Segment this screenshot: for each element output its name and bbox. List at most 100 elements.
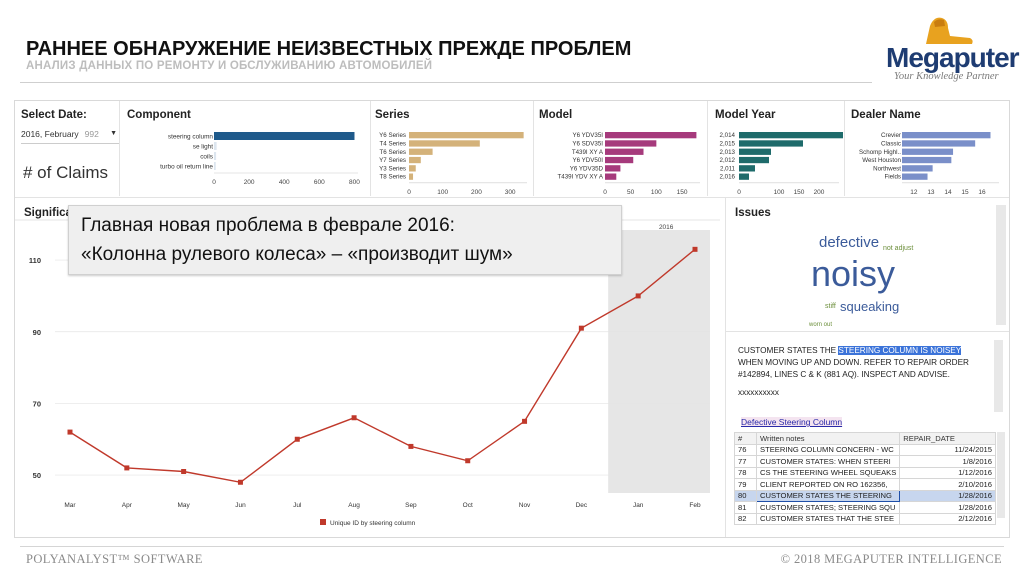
logo-wordmark: Megaputer [886,42,1020,73]
table-row[interactable]: 78 CS THE STEERING WHEEL SQUEAKS 1/12/2016 [734,466,996,479]
x-tick-label: Nov [519,502,531,509]
component-bar [214,162,216,170]
component-bar-label: steering column [168,134,214,141]
table-row[interactable]: 77 CUSTOMER STATES: WHEN STEERI 1/8/2016 [734,455,996,468]
date-select-value: 2016, February [21,129,79,139]
component-tick-label: 0 [212,179,216,186]
issue-word[interactable]: stiff [825,302,836,310]
model_year-tick-label: 100 [774,189,785,196]
model-bar-label: Y6 YDV35D [570,165,604,172]
data-point [692,246,698,252]
series-line [69,248,696,484]
issues-scrollbar[interactable] [996,205,1006,325]
data-point [408,443,414,449]
row-date: 1/28/2016 [899,489,996,502]
dealer-bar-label: Northwest [873,165,901,172]
model-bar [605,156,634,164]
row-note: CLIENT REPORTED ON RO 162356, [755,478,901,491]
issue-word[interactable]: defective [819,233,880,251]
model-bar [605,165,621,172]
data-point [67,429,73,435]
chevron-down-icon: ▼ [110,130,117,137]
x-tick-label: May [177,502,190,509]
dealer-tick-label: 13 [927,189,935,196]
model-year-title: Model Year [715,109,776,121]
model_year-bar-label: 2,011 [720,165,736,172]
row-date: 1/12/2016 [899,466,996,479]
col-notes[interactable]: Written notes [755,432,901,445]
issue-word[interactable]: worn out [809,321,833,328]
megaputer-logo: Megaputer Your Knowledge Partner [880,14,1020,84]
issue-word[interactable]: squeaking [840,299,900,315]
dealer-title: Dealer Name [851,109,921,121]
x-tick-label: Sep [405,502,417,509]
model_year-bar [739,148,771,155]
row-num: 76 [734,443,757,456]
model_year-bar [739,140,803,147]
model-bar [605,173,617,180]
table-row[interactable]: 82 CUSTOMER STATES THAT THE STEE 2/12/2016 [734,512,996,525]
row-num: 80 [734,489,757,502]
model_year-bar [739,156,769,164]
row-num: 78 [734,466,757,479]
series-tick-label: 300 [505,189,516,196]
comment-text: CUSTOMER STATES THE STEERING COLUMN IS N… [738,345,988,399]
notes-table: # Written notes REPAIR_DATE 76 STEERING C… [734,432,996,525]
data-point [578,325,584,331]
col-num[interactable]: # [734,432,757,445]
table-row[interactable]: 81 CUSTOMER STATES; STEERING SQU 1/28/2016 [734,501,996,514]
issue-word[interactable]: not adjust [883,244,914,252]
row-date: 11/24/2015 [899,443,996,456]
date-select[interactable]: 2016, February 992 ▼ [21,129,119,144]
series-bar-label: Y3 Series [379,165,406,172]
row-note: CS THE STEERING WHEEL SQUEAKS [755,466,901,479]
row-num: 79 [734,478,757,491]
model-bar [605,132,697,139]
comment-scrollbar[interactable] [994,340,1003,412]
highlight-label: 2016 [659,224,674,231]
legend-swatch [320,519,326,525]
row-num: 81 [734,501,757,514]
data-point [237,479,243,485]
series-bar [409,148,433,155]
model-bar-label: Y6 SDV35I [572,141,603,148]
row-date: 1/8/2016 [899,455,996,468]
component-title: Component [127,109,191,121]
issue-word[interactable]: noisy [811,252,896,294]
x-tick-label: Aug [348,502,360,509]
table-row[interactable]: 76 STEERING COLUMN CONCERN - WC 11/24/2015 [734,443,996,456]
component-bar [214,132,355,140]
x-tick-label: Dec [576,502,588,509]
comment-stars: xxxxxxxxxx [738,388,779,397]
component-tick-label: 200 [244,179,255,186]
model_year-bar [739,132,843,139]
dealer-bar [902,132,991,139]
data-point [522,418,528,424]
sphinx-icon [926,17,973,44]
model_year-bar-label: 2,013 [720,149,736,156]
y-tick-label: 110 [29,256,41,265]
dealer-tick-label: 12 [910,189,918,196]
series-bar-label: T6 Series [380,149,406,156]
date-select-count: 992 [84,129,99,139]
callout-line-1: Главная новая проблема в феврале 2016: [81,215,455,236]
comment-suffix: WHEN MOVING UP AND DOWN. REFER TO REPAIR… [738,358,969,379]
x-tick-label: Oct [463,502,473,509]
table-scrollbar[interactable] [997,432,1005,518]
row-date: 2/12/2016 [899,512,996,525]
defective-steering-link[interactable]: Defective Steering Column [741,417,843,427]
table-row[interactable]: 80 CUSTOMER STATES THE STEERING 1/28/2016 [734,489,996,502]
model-tick-label: 100 [651,189,662,196]
page-subtitle: АНАЛИЗ ДАННЫХ ПО РЕМОНТУ И ОБСЛУЖИВАНИЮ … [26,60,433,72]
table-row[interactable]: 79 CLIENT REPORTED ON RO 162356, 2/10/2016 [734,478,996,491]
model_year-bar-label: 2,012 [720,157,736,164]
row-note: CUSTOMER STATES; STEERING SQU [755,501,901,514]
header-divider [20,82,872,83]
model-tick-label: 0 [603,189,607,196]
col-repair-date[interactable]: REPAIR_DATE [899,432,996,445]
series-tick-label: 0 [407,189,411,196]
series-tick-label: 100 [437,189,448,196]
model-bar-label: Y6 YDV50I [573,157,604,164]
issues-title: Issues [735,207,771,219]
component-bar [214,152,217,160]
